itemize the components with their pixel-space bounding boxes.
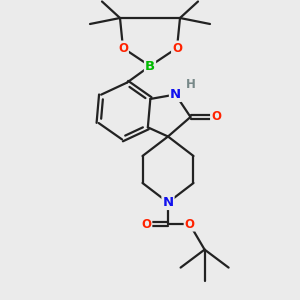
Text: O: O	[141, 218, 152, 231]
Text: B: B	[145, 59, 155, 73]
Text: O: O	[118, 41, 128, 55]
Text: O: O	[172, 41, 182, 55]
Text: H: H	[186, 77, 195, 91]
Text: O: O	[184, 218, 195, 231]
Text: O: O	[211, 110, 221, 124]
Text: N: N	[170, 88, 181, 101]
Text: N: N	[162, 196, 174, 209]
